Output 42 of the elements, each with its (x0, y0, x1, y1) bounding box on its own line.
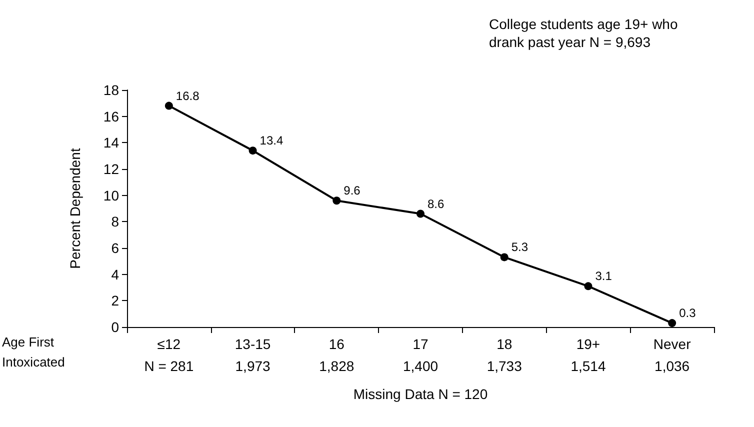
y-tick-label: 6 (111, 240, 120, 256)
point (332, 196, 341, 205)
data-label: 0.3 (679, 306, 696, 320)
y-tick-label: 14 (103, 134, 120, 151)
text: 1,733 (486, 358, 522, 374)
y-tick-label: 0 (111, 319, 120, 335)
data-label: 16.8 (176, 88, 200, 103)
chart-title: College students age 19+ who drank past year N = 9,693 (489, 16, 682, 50)
text: 1,828 (319, 358, 354, 374)
x-tick-label: 18 (496, 336, 512, 352)
x-axis-title: Missing Data N = 120 (353, 386, 488, 402)
point (668, 319, 676, 328)
point (248, 146, 257, 155)
y-tick-label: 16 (103, 108, 120, 124)
y-tick-label: 12 (103, 161, 120, 177)
data-label: 9.6 (344, 184, 361, 198)
text: 1,036 (654, 358, 690, 374)
x-tick-label: Never (653, 336, 692, 352)
text: Age First Intoxicated (2, 334, 65, 370)
point (584, 282, 592, 290)
x-tick-label: 17 (412, 336, 428, 352)
x-tick-label: 19+ (576, 336, 600, 352)
text: 1,400 (402, 358, 438, 374)
point (500, 253, 508, 262)
y-tick-label: 18 (103, 82, 120, 98)
data-label: 5.3 (511, 240, 528, 254)
data-label: 13.4 (260, 134, 284, 148)
x-tick-label: 16 (328, 336, 345, 352)
data-label: 8.6 (428, 196, 445, 211)
x-tick-label: ≤12 (157, 336, 181, 352)
y-tick-label: 10 (103, 187, 120, 204)
y-tick-label: 4 (111, 266, 120, 282)
point (164, 102, 173, 110)
data-label: 3.1 (595, 269, 612, 284)
text: 1,514 (570, 358, 606, 374)
point (416, 210, 424, 218)
y-axis-title: Percent Dependent (67, 148, 83, 269)
x-tick-label: 13-15 (234, 336, 271, 352)
text: 1,973 (235, 358, 271, 374)
text: N = 281 (144, 358, 194, 374)
y-tick-label: 8 (111, 214, 120, 230)
y-tick-label: 2 (111, 292, 120, 309)
